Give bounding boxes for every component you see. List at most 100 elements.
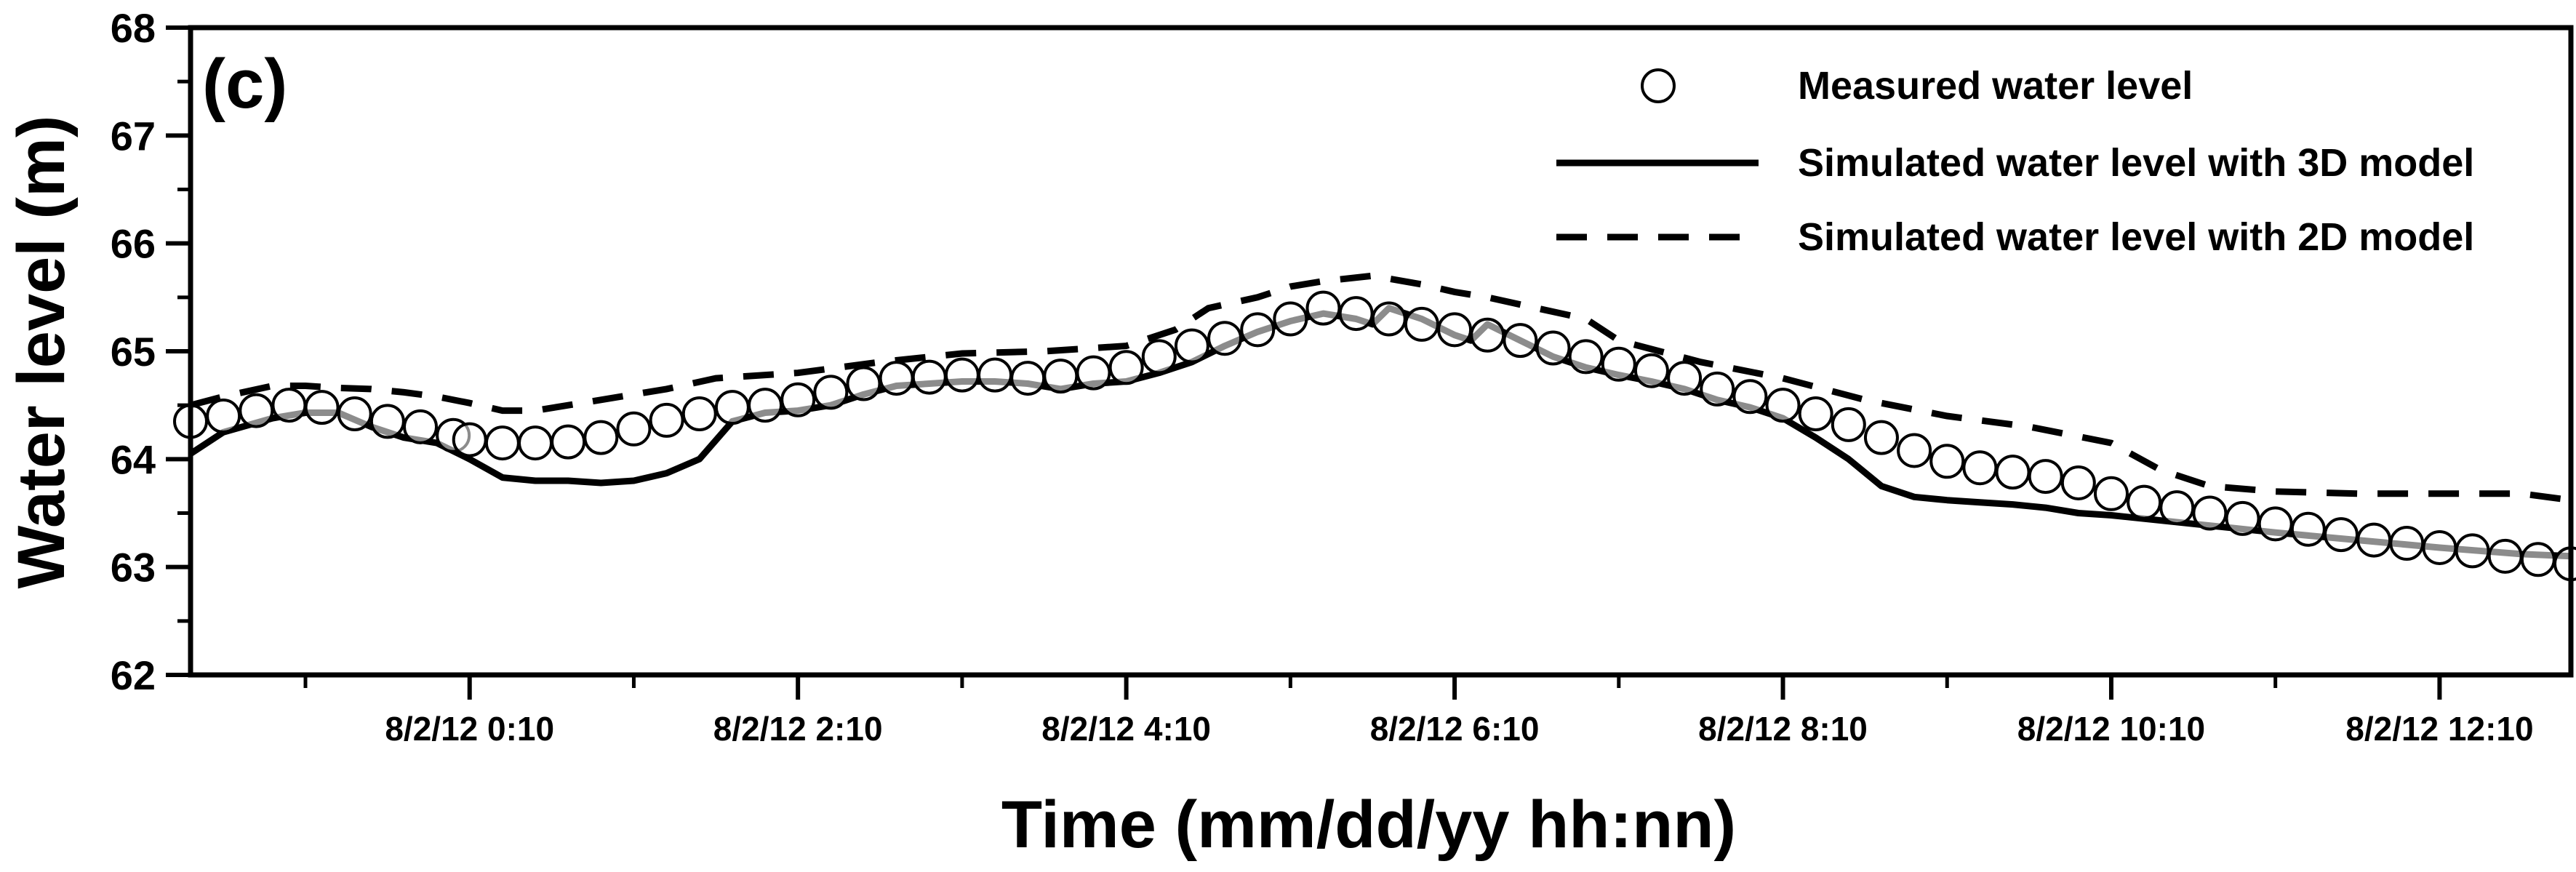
- measured-point: [977, 357, 1013, 393]
- measured-point: [1503, 323, 1538, 359]
- measured-point: [2520, 542, 2556, 577]
- measured-point: [911, 359, 947, 395]
- measured-point: [2356, 522, 2392, 558]
- legend-label-2d: Simulated water level with 2D model: [1798, 215, 2474, 259]
- measured-point: [1863, 420, 1899, 455]
- measured-point: [1831, 407, 1866, 442]
- y-tick-label: 68: [111, 5, 156, 51]
- measured-point: [1601, 346, 1636, 382]
- measured-point: [206, 399, 241, 433]
- measured-point: [452, 422, 487, 457]
- x-tick-label: 8/2/12 12:10: [2345, 710, 2533, 748]
- measured-point: [714, 390, 750, 425]
- measured-point: [2422, 529, 2457, 565]
- measured-point: [681, 396, 717, 432]
- measured-point: [846, 366, 881, 401]
- measured-point: [518, 425, 553, 461]
- measured-point: [2093, 476, 2129, 511]
- measured-point: [1404, 306, 1439, 342]
- measured-point: [944, 357, 980, 393]
- measured-point: [1798, 396, 1833, 432]
- y-axis-title: Water level (m): [4, 115, 79, 588]
- measured-point: [337, 396, 372, 432]
- measured-point: [1108, 350, 1144, 385]
- measured-point: [1076, 355, 1111, 391]
- measured-point: [748, 388, 783, 423]
- measured-point: [1207, 321, 1243, 356]
- measured-point: [1470, 317, 1505, 353]
- measured-point: [1141, 339, 1177, 375]
- measured-point: [403, 409, 439, 444]
- y-tick-label: 66: [111, 221, 156, 267]
- simulated-2d-line: [189, 272, 2572, 504]
- measured-point: [1338, 296, 1374, 332]
- legend: Measured water level Simulated water lev…: [1556, 64, 2474, 259]
- measured-point: [2323, 517, 2359, 553]
- measured-point: [1929, 444, 1965, 479]
- y-tick-labels: 62 63 64 65 66 67 68: [111, 5, 156, 698]
- measured-point: [1897, 433, 1932, 468]
- measured-point: [2192, 495, 2228, 531]
- measured-point: [1667, 361, 1703, 396]
- y-tick-label: 67: [111, 113, 156, 159]
- measured-point: [780, 382, 816, 417]
- measured-point: [1995, 455, 2031, 490]
- measured-point: [2028, 459, 2063, 495]
- measured-markers: [173, 290, 2576, 582]
- measured-point: [271, 388, 307, 423]
- measured-point: [1273, 301, 1308, 337]
- measured-point: [813, 375, 849, 410]
- measured-point: [2389, 526, 2425, 561]
- x-tick-label: 8/2/12 10:10: [2017, 710, 2205, 748]
- measured-point: [369, 404, 405, 439]
- measured-point: [1437, 312, 1473, 348]
- measured-point: [2225, 500, 2260, 536]
- measured-point: [1371, 301, 1407, 337]
- x-tick-label: 8/2/12 0:10: [385, 710, 554, 748]
- plot-frame: [188, 25, 2574, 678]
- legend-label-3d: Simulated water level with 3D model: [1798, 141, 2474, 185]
- measured-point: [583, 420, 619, 455]
- legend-marker-measured: [1641, 68, 1676, 103]
- measured-point: [1700, 371, 1735, 407]
- measured-point: [616, 411, 652, 447]
- measured-point: [1732, 379, 1768, 415]
- measured-point: [1633, 353, 1669, 388]
- measured-point: [2290, 511, 2326, 547]
- y-tick-label: 64: [111, 436, 156, 482]
- measured-point: [1240, 312, 1276, 348]
- y-tick-label: 62: [111, 652, 156, 698]
- measured-point: [649, 402, 684, 438]
- measured-point: [1305, 290, 1341, 326]
- measured-point: [2455, 533, 2490, 569]
- y-tick-label: 65: [111, 329, 156, 375]
- measured-point: [1568, 339, 1604, 375]
- x-tick-label: 8/2/12 8:10: [1698, 710, 1868, 748]
- series-layer: [173, 272, 2576, 582]
- measured-point: [1535, 330, 1571, 366]
- measured-point: [1765, 388, 1801, 423]
- measured-point: [551, 424, 586, 460]
- measured-point: [1962, 450, 1998, 486]
- x-tick-label: 8/2/12 4:10: [1041, 710, 1211, 748]
- x-axis-title: Time (mm/dd/yy hh:nn): [1001, 788, 1736, 862]
- measured-point: [239, 393, 274, 428]
- measured-point: [879, 361, 914, 396]
- measured-point: [2127, 484, 2162, 520]
- measured-point: [2487, 538, 2523, 574]
- legend-label-measured: Measured water level: [1798, 64, 2193, 108]
- measured-point: [2257, 506, 2293, 542]
- measured-point: [304, 390, 340, 425]
- panel-label: (c): [202, 45, 287, 123]
- measured-point: [2159, 490, 2195, 526]
- measured-point: [1174, 328, 1209, 364]
- x-tick-label: 8/2/12 6:10: [1370, 710, 1540, 748]
- x-tick-label: 8/2/12 2:10: [713, 710, 883, 748]
- measured-point: [1043, 359, 1079, 394]
- measured-point: [484, 425, 520, 461]
- measured-point: [1010, 361, 1046, 396]
- x-tick-labels: 8/2/12 0:10 8/2/12 2:10 8/2/12 4:10 8/2/12 …: [385, 710, 2533, 748]
- y-tick-label: 63: [111, 545, 156, 591]
- measured-point: [2060, 465, 2096, 500]
